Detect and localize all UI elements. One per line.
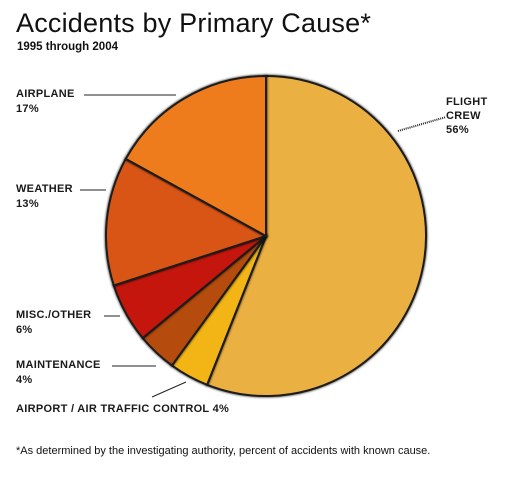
slice-name-line1-flight-crew: FLIGHT: [446, 96, 488, 108]
chart-footnote: *As determined by the investigating auth…: [16, 445, 431, 457]
slice-label-airport-air-traffic-control: AIRPORT / AIR TRAFFIC CONTROL 4%: [16, 403, 229, 415]
pie-slice-weather: [105, 157, 267, 287]
pie-chart: FLIGHT CREW 56% AIRPORT / AIR TRAFFIC CONTR…: [16, 75, 488, 415]
slice-label-flight-crew: FLIGHT CREW 56%: [446, 96, 488, 136]
slice-name-line2-flight-crew: CREW: [446, 110, 481, 122]
chart-title: Accidents by Primary Cause*: [16, 8, 372, 38]
slice-name-airplane: AIRPLANE: [16, 88, 75, 100]
leader-line-airport-air-traffic-control: [151, 381, 187, 398]
chart-subtitle: 1995 through 2004: [17, 41, 118, 53]
slice-label-weather: WEATHER 13%: [16, 183, 73, 210]
slice-value-flight-crew: 56%: [446, 124, 469, 136]
slice-text-airport-air-traffic-control: AIRPORT / AIR TRAFFIC CONTROL 4%: [16, 403, 229, 415]
slice-value-airplane: 17%: [16, 103, 39, 115]
slice-name-misc-other: MISC./OTHER: [16, 309, 91, 321]
slice-name-weather: WEATHER: [16, 183, 73, 195]
slice-label-airplane: AIRPLANE 17%: [16, 88, 75, 115]
leader-line-flight-crew: [397, 116, 447, 132]
leader-lines: [80, 94, 447, 398]
pie-slice-airplane: [124, 75, 267, 237]
slice-value-misc-other: 6%: [16, 324, 33, 336]
slice-labels: FLIGHT CREW 56% AIRPORT / AIR TRAFFIC CONTR…: [16, 88, 488, 415]
slice-value-maintenance: 4%: [16, 374, 33, 386]
slice-value-weather: 13%: [16, 198, 39, 210]
pie-slice-flight-crew: [206, 75, 427, 397]
slice-label-misc-other: MISC./OTHER 6%: [16, 309, 91, 336]
slice-name-maintenance: MAINTENANCE: [16, 359, 101, 371]
slice-label-maintenance: MAINTENANCE 4%: [16, 359, 101, 386]
pie-slices: [105, 75, 427, 397]
